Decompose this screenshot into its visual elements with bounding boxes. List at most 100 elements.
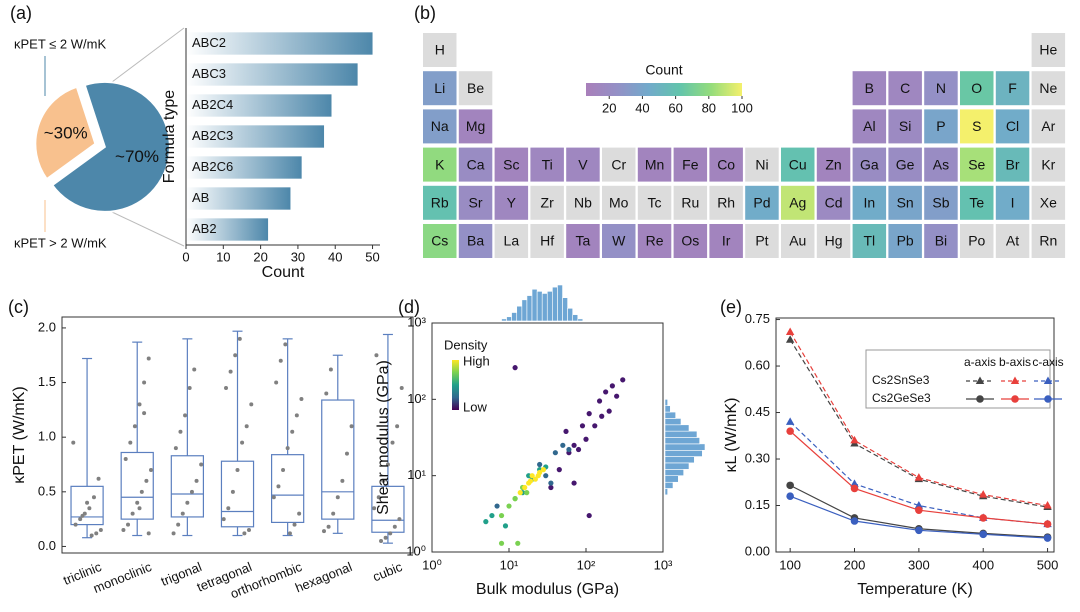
element-symbol: Si bbox=[899, 118, 911, 134]
data-point bbox=[335, 495, 340, 500]
y-axis-label: Formula type bbox=[161, 90, 178, 183]
element-symbol: Fe bbox=[682, 156, 699, 172]
element-symbol: P bbox=[936, 118, 945, 134]
data-point bbox=[73, 522, 78, 527]
colorbar-tick-label: 20 bbox=[602, 100, 616, 115]
element-cell bbox=[888, 71, 922, 106]
pie-value-label: ~70% bbox=[115, 147, 159, 166]
data-point bbox=[121, 528, 126, 533]
element-symbol: Ne bbox=[1039, 80, 1057, 96]
x-tick-label: monoclinic bbox=[91, 559, 154, 596]
element-cell bbox=[423, 224, 457, 258]
element-cell bbox=[924, 147, 958, 182]
data-point bbox=[98, 528, 103, 533]
element-cell bbox=[602, 185, 636, 220]
element-symbol: Hf bbox=[540, 233, 554, 249]
element-symbol: W bbox=[612, 233, 626, 249]
y-tick-label: 1.0 bbox=[38, 429, 56, 444]
histogram-bar bbox=[664, 443, 706, 451]
element-cell bbox=[781, 147, 815, 182]
element-cell bbox=[816, 185, 851, 220]
element-cell bbox=[423, 71, 457, 106]
data-point bbox=[189, 489, 194, 494]
colorbar-tick-label: 40 bbox=[635, 100, 649, 115]
element-cell bbox=[494, 185, 529, 220]
data-point bbox=[326, 524, 331, 529]
series-marker bbox=[915, 506, 923, 514]
scatter-point bbox=[524, 490, 530, 496]
element-symbol: V bbox=[578, 156, 588, 172]
element-cell bbox=[781, 224, 815, 258]
scatter-point bbox=[606, 408, 612, 414]
data-point bbox=[146, 356, 151, 361]
histogram-bar bbox=[664, 405, 671, 413]
data-point bbox=[276, 484, 281, 489]
data-point bbox=[71, 440, 76, 445]
data-point bbox=[379, 538, 384, 543]
bar bbox=[186, 94, 332, 117]
histogram-bar bbox=[531, 288, 538, 322]
data-point bbox=[137, 506, 142, 511]
element-cell bbox=[458, 224, 493, 258]
y-axis-label: Shear modulus (GPa) bbox=[375, 360, 392, 515]
series-marker bbox=[786, 481, 794, 490]
data-point bbox=[383, 535, 388, 540]
histogram-bar bbox=[664, 418, 682, 426]
histogram-bar bbox=[511, 312, 518, 322]
element-symbol: Ir bbox=[722, 233, 731, 249]
element-cell bbox=[995, 224, 1030, 258]
element-cell bbox=[960, 109, 994, 144]
colorbar-high: High bbox=[463, 353, 490, 368]
x-tick-label: hexagonal bbox=[293, 559, 354, 595]
element-cell bbox=[852, 224, 887, 258]
category-label: AB bbox=[192, 190, 209, 205]
histogram-bar bbox=[664, 430, 698, 438]
element-cell bbox=[924, 71, 958, 106]
category-label: ABC2 bbox=[192, 35, 226, 50]
data-point bbox=[281, 467, 286, 472]
element-cell bbox=[458, 109, 493, 144]
histogram-bar bbox=[562, 297, 568, 322]
element-cell bbox=[709, 185, 743, 220]
data-point bbox=[290, 429, 295, 434]
x-tick-label: cubic bbox=[371, 559, 405, 584]
element-symbol: Re bbox=[646, 233, 664, 249]
element-cell bbox=[960, 185, 994, 220]
element-symbol: Be bbox=[467, 80, 484, 96]
element-symbol: Br bbox=[1006, 156, 1020, 172]
scatter-point bbox=[552, 450, 558, 456]
data-point bbox=[87, 506, 92, 511]
element-cell bbox=[745, 185, 779, 220]
panel-label: (c) bbox=[8, 297, 29, 317]
data-point bbox=[171, 531, 176, 536]
element-cell bbox=[566, 147, 600, 182]
element-cell bbox=[888, 224, 922, 258]
element-cell bbox=[423, 33, 457, 67]
histogram-bar bbox=[541, 293, 548, 322]
box bbox=[220, 460, 255, 528]
element-cell bbox=[602, 147, 636, 182]
histogram-bar bbox=[664, 481, 674, 489]
scatter-point bbox=[571, 442, 577, 448]
series-marker bbox=[785, 327, 795, 335]
bar bbox=[186, 125, 325, 148]
legend-marker bbox=[1044, 395, 1052, 403]
element-symbol: Mn bbox=[645, 156, 664, 172]
data-point bbox=[183, 413, 188, 418]
element-symbol: Cd bbox=[825, 195, 843, 211]
element-cell bbox=[888, 109, 922, 144]
element-symbol: Kr bbox=[1041, 156, 1055, 172]
element-symbol: Ga bbox=[860, 156, 879, 172]
scatter-point bbox=[575, 446, 582, 453]
data-point bbox=[126, 522, 131, 527]
data-point bbox=[385, 462, 390, 467]
data-point bbox=[233, 353, 238, 358]
element-symbol: Y bbox=[507, 195, 517, 211]
bar bbox=[186, 63, 358, 86]
box bbox=[321, 399, 355, 520]
y-tick-label: 0.5 bbox=[38, 483, 56, 498]
series-marker bbox=[979, 514, 988, 522]
data-point bbox=[230, 489, 235, 494]
data-point bbox=[294, 413, 299, 418]
data-point bbox=[271, 495, 276, 500]
